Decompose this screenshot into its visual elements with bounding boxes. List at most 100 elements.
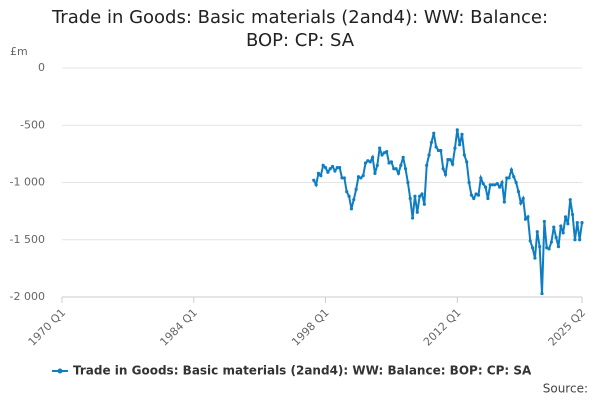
data-point	[380, 153, 384, 157]
data-point	[420, 192, 424, 196]
data-point	[375, 163, 379, 167]
data-point	[385, 149, 389, 154]
data-point	[373, 171, 377, 175]
data-point	[458, 143, 462, 147]
data-point	[443, 172, 448, 177]
data-point	[338, 166, 342, 170]
data-point	[316, 171, 321, 175]
data-point	[330, 164, 335, 169]
data-point	[436, 148, 441, 153]
data-point	[418, 194, 422, 198]
data-point	[439, 148, 443, 153]
data-point	[441, 167, 445, 171]
data-point	[554, 235, 558, 240]
data-point	[333, 169, 337, 173]
data-point	[540, 291, 544, 296]
data-point	[392, 167, 396, 171]
data-point	[359, 176, 363, 180]
data-point	[378, 146, 382, 150]
data-point	[401, 155, 405, 159]
data-point	[352, 198, 356, 202]
data-point	[396, 171, 401, 175]
data-point	[394, 167, 398, 171]
y-axis-label: £m	[10, 45, 28, 58]
data-point	[427, 153, 431, 157]
data-point	[363, 161, 368, 165]
data-point	[505, 176, 509, 180]
data-point	[512, 175, 516, 179]
y-tick-label: -2 000	[10, 290, 45, 303]
data-point	[406, 180, 410, 185]
data-point	[561, 231, 565, 235]
data-point	[530, 246, 535, 250]
data-point	[342, 176, 346, 180]
data-point	[323, 166, 328, 170]
data-point	[314, 183, 318, 187]
x-tick-label: 1984 Q1	[157, 306, 200, 349]
data-point	[335, 166, 339, 170]
data-point	[533, 256, 537, 260]
data-point	[415, 210, 419, 214]
data-point	[361, 174, 365, 178]
data-point	[526, 215, 530, 219]
data-point	[570, 212, 575, 217]
data-point	[410, 216, 415, 220]
x-tick-label: 2012 Q1	[421, 306, 464, 349]
data-point	[326, 170, 330, 174]
data-point	[432, 131, 436, 135]
data-point	[486, 196, 490, 201]
data-point	[389, 160, 394, 164]
data-point	[479, 176, 483, 180]
data-point	[516, 190, 521, 194]
y-tick-label: -500	[20, 118, 45, 131]
data-point	[568, 198, 572, 202]
data-point	[354, 187, 358, 191]
data-point	[476, 193, 481, 197]
x-tick-label: 2025 Q2	[546, 306, 589, 349]
data-point	[490, 183, 495, 187]
data-point	[556, 245, 561, 249]
data-point	[399, 163, 403, 167]
data-point	[500, 180, 504, 185]
data-point	[542, 219, 546, 224]
data-point	[349, 207, 354, 211]
data-point	[519, 201, 523, 205]
data-point	[580, 220, 584, 225]
data-point	[434, 145, 438, 149]
data-point	[448, 158, 452, 162]
data-point	[422, 202, 426, 206]
data-point	[483, 185, 488, 189]
x-tick-label: 1998 Q1	[289, 306, 332, 349]
x-tick-label: 1970 Q1	[26, 306, 69, 349]
data-point	[578, 238, 582, 242]
series-line	[312, 129, 583, 294]
data-point	[340, 176, 344, 180]
data-point	[347, 194, 351, 198]
data-point	[521, 196, 525, 201]
data-point	[403, 167, 408, 171]
data-point	[566, 222, 570, 226]
data-point	[509, 168, 514, 172]
data-point	[573, 238, 577, 242]
legend-label: Trade in Goods: Basic materials (2and4):…	[73, 364, 532, 378]
chart-title: Trade in Goods: Basic materials (2and4):…	[51, 7, 549, 51]
data-point	[469, 193, 474, 197]
data-point	[559, 224, 563, 228]
data-point	[498, 185, 502, 189]
data-point	[523, 217, 528, 221]
data-point	[425, 163, 429, 167]
data-point	[368, 160, 372, 164]
data-point	[502, 200, 506, 204]
data-point	[547, 247, 551, 251]
data-point	[446, 158, 450, 162]
data-point	[528, 239, 532, 243]
data-point	[453, 146, 457, 150]
data-point	[472, 196, 476, 201]
data-point	[345, 190, 349, 194]
data-point	[319, 174, 323, 178]
data-point	[413, 194, 417, 198]
data-point	[460, 132, 464, 137]
data-point	[495, 182, 499, 186]
data-point	[462, 153, 466, 157]
data-point	[429, 140, 434, 145]
